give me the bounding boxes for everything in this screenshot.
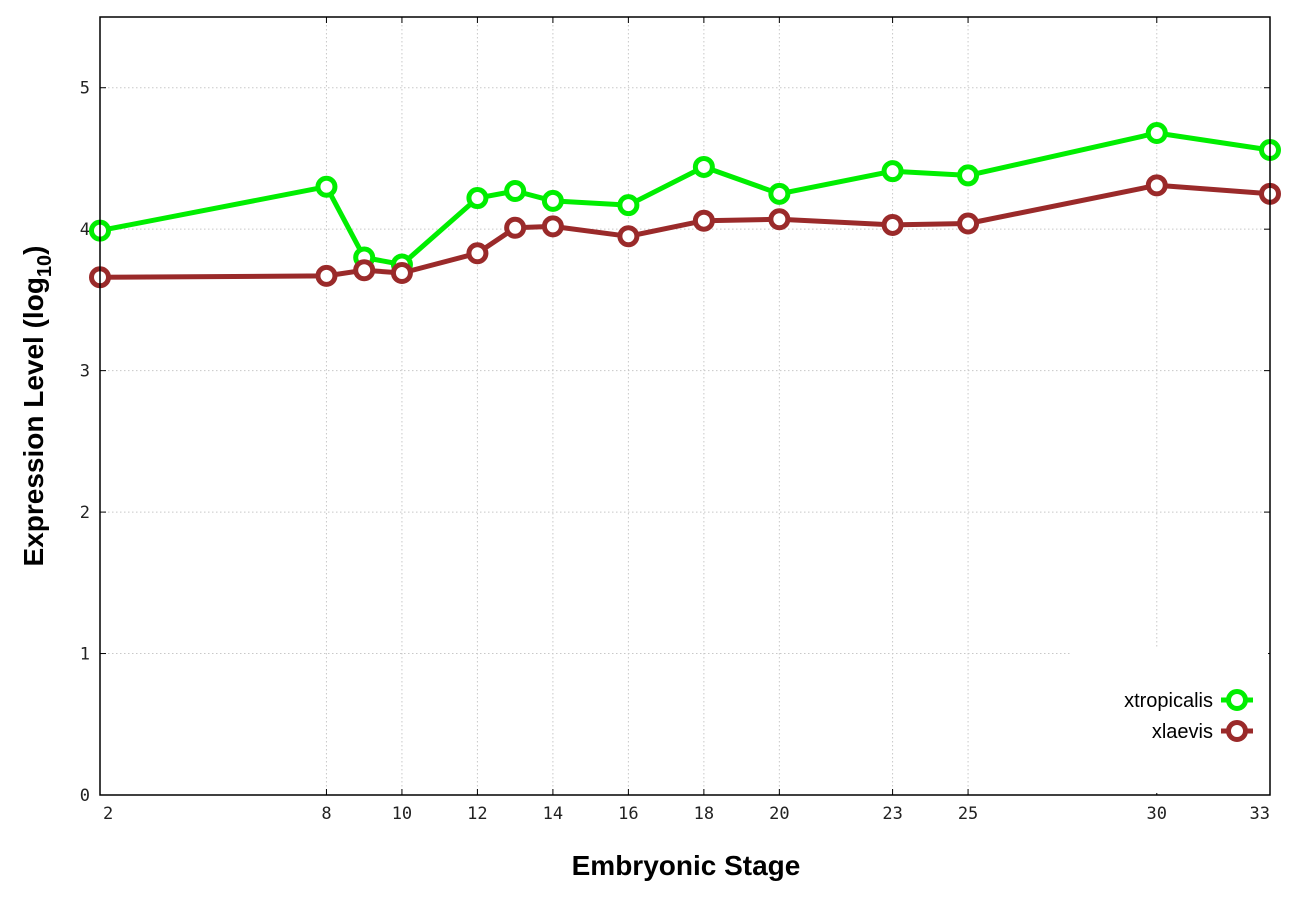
x-tick-label: 18 bbox=[694, 804, 714, 824]
x-tick-label: 8 bbox=[321, 804, 331, 824]
series-lines bbox=[89, 121, 1281, 289]
data-point-xtropicalis bbox=[541, 189, 564, 212]
x-tick-label: 14 bbox=[543, 804, 563, 824]
data-point-xlaevis bbox=[353, 259, 376, 282]
x-tick-label: 33 bbox=[1250, 804, 1270, 824]
x-tick-label: 10 bbox=[392, 804, 412, 824]
data-point-xlaevis bbox=[315, 264, 338, 287]
y-tick-label: 3 bbox=[80, 362, 90, 382]
x-tick-label: 12 bbox=[467, 804, 487, 824]
data-point-xlaevis bbox=[768, 208, 791, 231]
x-tick-label: 23 bbox=[882, 804, 902, 824]
data-point-xtropicalis bbox=[504, 179, 527, 202]
data-point-xtropicalis bbox=[466, 187, 489, 210]
data-point-xlaevis bbox=[390, 262, 413, 285]
legend-swatch-marker bbox=[1226, 689, 1248, 711]
y-axis-title-subscript: 10 bbox=[34, 255, 56, 277]
data-point-xtropicalis bbox=[957, 164, 980, 187]
grid bbox=[100, 17, 1270, 795]
x-tick-label: 25 bbox=[958, 804, 978, 824]
data-point-xlaevis bbox=[466, 242, 489, 265]
y-axis-title-main: Expression Level (log bbox=[18, 277, 49, 566]
y-axis-title: Expression Level (log10) bbox=[18, 246, 56, 567]
data-point-xlaevis bbox=[881, 213, 904, 236]
y-tick-label: 4 bbox=[80, 220, 90, 240]
data-point-xtropicalis bbox=[692, 155, 715, 178]
y-tick-label: 5 bbox=[80, 79, 90, 99]
data-point-xlaevis bbox=[541, 215, 564, 238]
x-tick-label: 2 bbox=[103, 804, 113, 824]
legend: xtropicalis xlaevis bbox=[1072, 648, 1268, 793]
x-tick-label: 16 bbox=[618, 804, 638, 824]
legend-swatch-marker bbox=[1226, 720, 1248, 742]
data-point-xlaevis bbox=[617, 225, 640, 248]
data-point-xtropicalis bbox=[315, 175, 338, 198]
x-tick-label: 20 bbox=[769, 804, 789, 824]
data-point-xtropicalis bbox=[617, 194, 640, 217]
y-tick-label: 0 bbox=[80, 786, 90, 806]
data-point-xlaevis bbox=[692, 209, 715, 232]
data-point-xtropicalis bbox=[1145, 121, 1168, 144]
data-point-xtropicalis bbox=[881, 160, 904, 183]
legend-label-xtropicalis: xtropicalis bbox=[1124, 690, 1213, 712]
y-axis-title-close: ) bbox=[18, 246, 49, 255]
plot-frame bbox=[99, 16, 1271, 796]
data-point-xtropicalis bbox=[768, 182, 791, 205]
x-tick-label: 30 bbox=[1147, 804, 1167, 824]
legend-label-xlaevis: xlaevis bbox=[1152, 721, 1213, 743]
data-point-xlaevis bbox=[1145, 174, 1168, 197]
x-axis-title: Embryonic Stage bbox=[572, 850, 801, 881]
data-point-xlaevis bbox=[957, 212, 980, 235]
y-tick-label: 1 bbox=[80, 645, 90, 665]
y-tick-label: 2 bbox=[80, 503, 90, 523]
data-point-xlaevis bbox=[504, 216, 527, 239]
